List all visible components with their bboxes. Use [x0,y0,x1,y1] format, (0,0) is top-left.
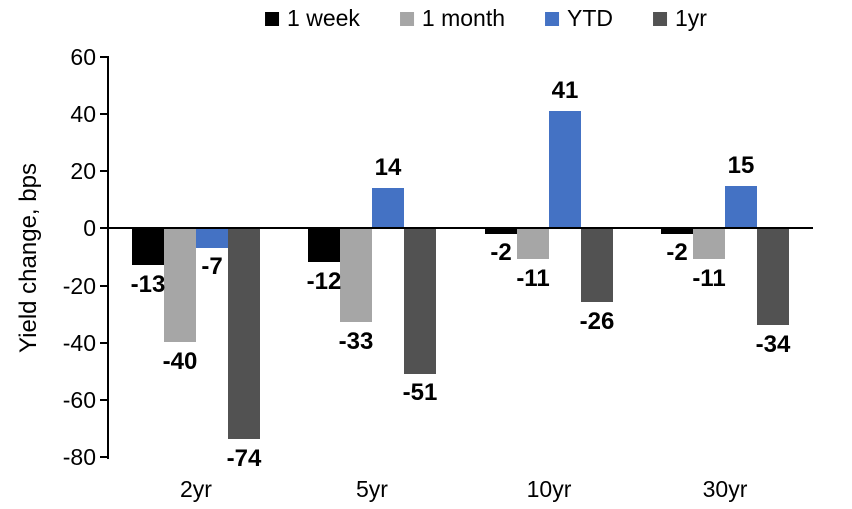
y-axis-tick-mark [100,56,108,58]
bar-value-label: -74 [226,445,262,472]
bar-value-label: -12 [306,268,342,295]
bar-value-label: -11 [516,265,550,292]
bar-value-label: 15 [727,152,755,179]
legend-swatch-icon [545,11,560,26]
legend-swatch-icon [653,11,668,26]
bar-value-label: -2 [666,239,688,266]
bar-1-month-5yr [340,228,372,322]
bar-value-label: -26 [579,308,615,335]
bar-YTD-30yr [725,186,757,229]
x-axis-category-label: 10yr [526,476,572,502]
bar-1-month-10yr [517,228,549,259]
bar-1yr-10yr [581,228,613,302]
legend-item: 1yr [653,5,707,32]
legend: 1 week 1 month YTD 1yr [265,5,707,32]
bar-value-label: -13 [130,271,166,298]
y-axis-tick-mark [100,456,108,458]
y-axis-tick-mark [100,227,108,229]
bar-1-month-30yr [693,228,725,259]
y-axis-tick-label: 0 [83,215,96,241]
x-axis-zero-line [107,227,813,229]
bar-YTD-10yr [549,111,581,228]
bar-1-month-2yr [164,228,196,342]
bar-value-label: -2 [490,239,512,266]
legend-item: 1 week [265,5,360,32]
y-axis-title: Yield change, bps [15,163,42,353]
y-axis-tick-label: 40 [70,101,96,127]
bar-value-label: -11 [692,265,726,292]
legend-label: YTD [567,5,614,31]
y-axis-tick-label: 20 [70,158,96,184]
y-axis-tick-mark [100,170,108,172]
bar-value-label: -34 [755,331,791,358]
bar-1-week-2yr [132,228,164,265]
y-axis-tick-mark [100,399,108,401]
bar-value-label: -33 [338,328,374,355]
bar-YTD-2yr [196,228,228,248]
bar-value-label: -40 [162,348,198,375]
y-axis-tick-label: -80 [62,444,96,470]
y-axis-tick-label: -60 [62,387,96,413]
bar-1yr-5yr [404,228,436,374]
legend-label: 1yr [675,5,707,31]
bar-value-label: 14 [374,154,402,181]
bar-1-week-30yr [661,228,693,234]
y-axis-tick-label: -20 [62,273,96,299]
legend-item: 1 month [399,5,506,32]
y-axis-line [107,56,109,459]
bar-value-label: 41 [551,77,579,104]
y-axis-tick-mark [100,342,108,344]
x-axis-category-label: 30yr [702,476,748,502]
legend-label: 1 month [421,5,506,31]
bar-1yr-2yr [228,228,260,439]
legend-label: 1 week [287,5,360,31]
y-axis-tick-mark [100,113,108,115]
y-axis-tick-label: 60 [70,44,96,70]
bar-1-week-10yr [485,228,517,234]
legend-swatch-icon [399,11,414,26]
legend-item: YTD [545,5,613,32]
bar-value-label: -51 [402,379,438,406]
legend-swatch-icon [265,11,280,26]
bar-YTD-5yr [372,188,404,228]
bar-1-week-5yr [308,228,340,262]
bar-value-label: -7 [201,253,223,280]
x-axis-category-label: 5yr [356,476,388,502]
y-axis-tick-label: -40 [62,330,96,356]
x-axis-category-label: 2yr [180,476,212,502]
y-axis-tick-mark [100,285,108,287]
bar-1yr-30yr [757,228,789,325]
